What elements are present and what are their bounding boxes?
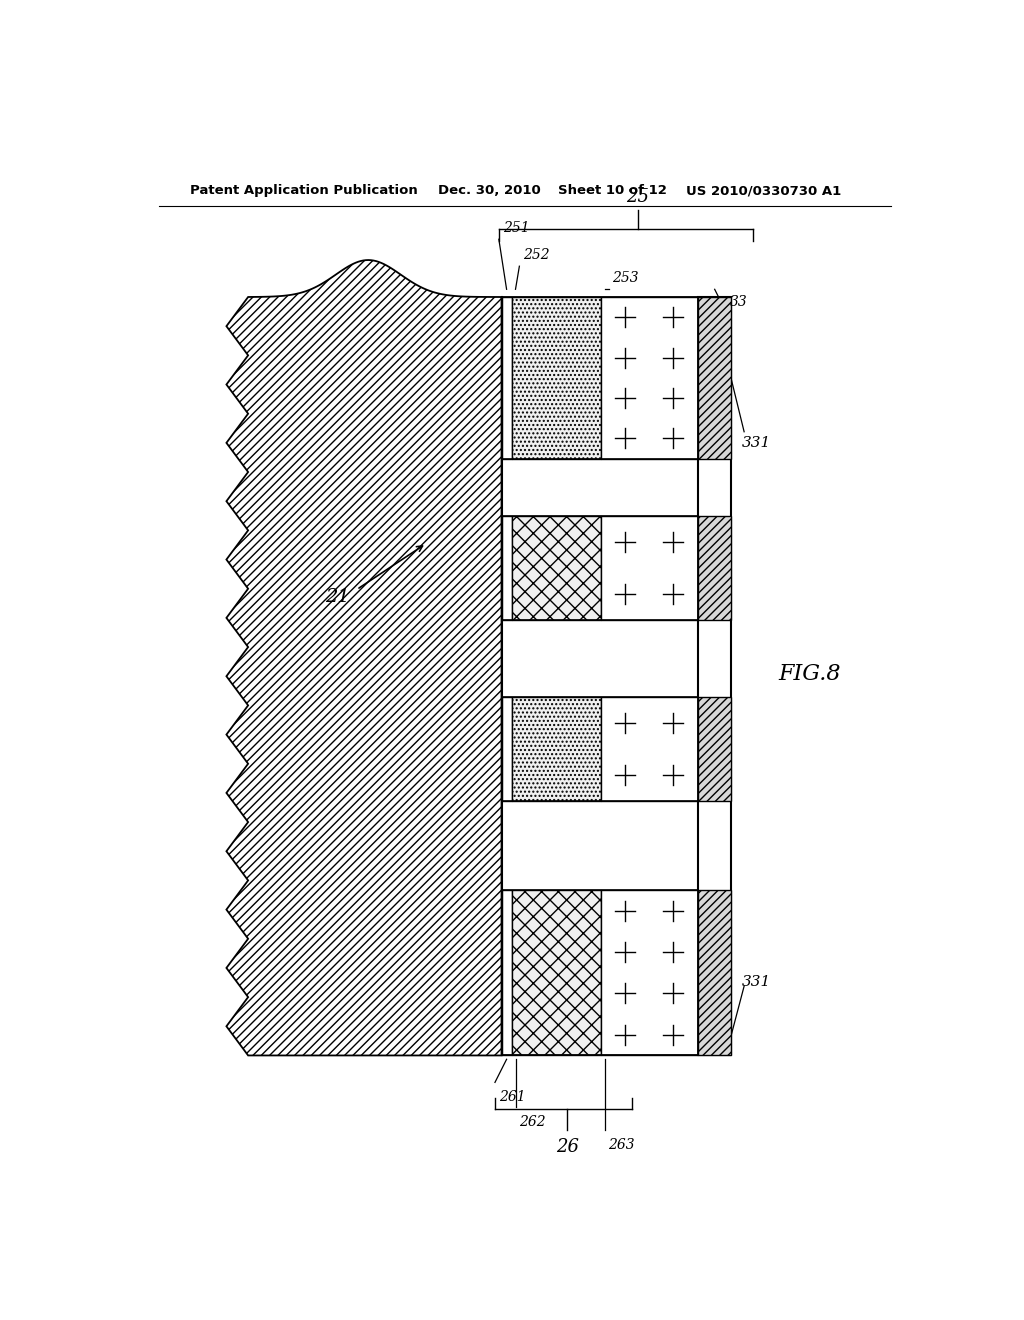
Text: 25: 25 bbox=[627, 189, 649, 206]
Bar bbox=[502, 620, 697, 697]
Text: 331: 331 bbox=[741, 975, 771, 989]
Text: 331: 331 bbox=[741, 437, 771, 450]
Text: 253: 253 bbox=[612, 272, 639, 285]
Bar bbox=[601, 297, 697, 459]
Bar bbox=[601, 890, 697, 1056]
Text: 26: 26 bbox=[556, 1138, 579, 1156]
Text: 251: 251 bbox=[503, 222, 529, 235]
Bar bbox=[697, 297, 731, 1056]
Bar bbox=[512, 697, 601, 801]
Bar bbox=[512, 890, 601, 1056]
Text: Dec. 30, 2010: Dec. 30, 2010 bbox=[438, 185, 541, 197]
Polygon shape bbox=[226, 260, 502, 1056]
Text: 261: 261 bbox=[499, 1090, 525, 1104]
Bar bbox=[697, 516, 731, 620]
Text: Patent Application Publication: Patent Application Publication bbox=[190, 185, 418, 197]
Bar bbox=[697, 297, 731, 459]
Text: Sheet 10 of 12: Sheet 10 of 12 bbox=[558, 185, 667, 197]
Bar bbox=[502, 516, 512, 620]
Text: US 2010/0330730 A1: US 2010/0330730 A1 bbox=[686, 185, 842, 197]
Bar bbox=[697, 890, 731, 1056]
Bar bbox=[502, 801, 697, 890]
Bar bbox=[697, 697, 731, 801]
Text: 33: 33 bbox=[730, 294, 748, 309]
Bar bbox=[601, 697, 697, 801]
Text: 262: 262 bbox=[519, 1114, 546, 1129]
Bar bbox=[502, 697, 512, 801]
Bar bbox=[512, 516, 601, 620]
Text: FIG.8: FIG.8 bbox=[778, 664, 842, 685]
Bar bbox=[512, 297, 601, 459]
Bar bbox=[502, 297, 512, 459]
Text: 252: 252 bbox=[523, 248, 550, 263]
Bar bbox=[502, 459, 697, 516]
Text: 21: 21 bbox=[325, 589, 349, 606]
Bar bbox=[601, 516, 697, 620]
Bar bbox=[502, 890, 512, 1056]
Text: 263: 263 bbox=[608, 1138, 635, 1152]
